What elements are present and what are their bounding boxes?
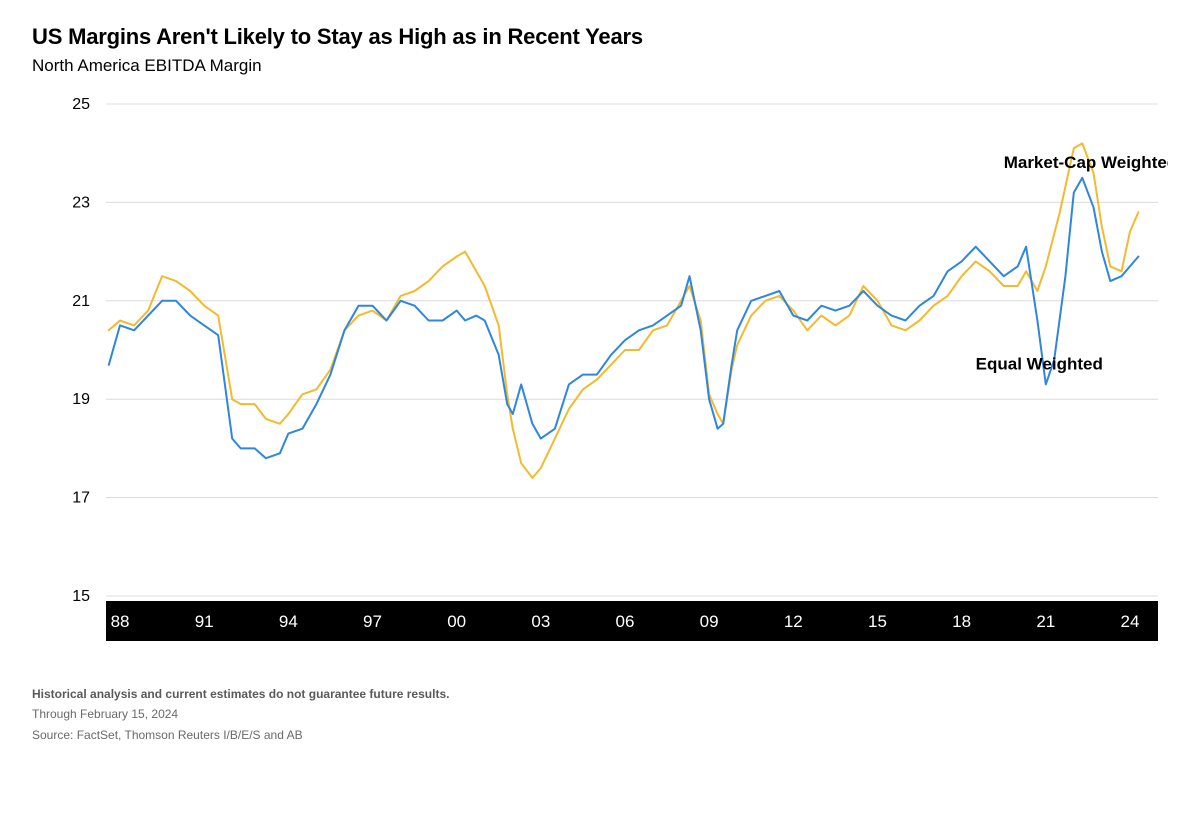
svg-text:91: 91	[195, 612, 214, 631]
svg-text:97: 97	[363, 612, 382, 631]
footer-source: Source: FactSet, Thomson Reuters I/B/E/S…	[32, 725, 1168, 745]
svg-text:23: 23	[72, 194, 90, 211]
svg-text:12: 12	[784, 612, 803, 631]
svg-text:21: 21	[1036, 612, 1055, 631]
svg-text:24: 24	[1120, 612, 1139, 631]
svg-text:15: 15	[868, 612, 887, 631]
svg-text:03: 03	[531, 612, 550, 631]
series-label-equal: Equal Weighted	[976, 355, 1103, 374]
svg-text:15: 15	[72, 588, 90, 605]
svg-text:94: 94	[279, 612, 298, 631]
svg-text:25: 25	[72, 96, 90, 113]
svg-text:21: 21	[72, 293, 90, 310]
svg-text:00: 00	[447, 612, 466, 631]
series-label-marketcap: Market-Cap Weighted	[1004, 153, 1168, 172]
svg-text:06: 06	[616, 612, 635, 631]
chart-subtitle: North America EBITDA Margin	[32, 56, 1168, 76]
chart-footer: Historical analysis and current estimate…	[32, 684, 1168, 745]
footer-date: Through February 15, 2024	[32, 704, 1168, 724]
svg-text:17: 17	[72, 490, 90, 507]
line-chart: 15 17 19 21 23 25 88 91 94 97 00 03 06 09 12 15 18 21 24 Ma…	[32, 96, 1168, 656]
svg-text:88: 88	[111, 612, 130, 631]
footer-disclaimer: Historical analysis and current estimate…	[32, 684, 1168, 704]
svg-text:19: 19	[72, 391, 90, 408]
svg-text:09: 09	[700, 612, 719, 631]
chart-title: US Margins Aren't Likely to Stay as High…	[32, 24, 1168, 50]
svg-text:18: 18	[952, 612, 971, 631]
